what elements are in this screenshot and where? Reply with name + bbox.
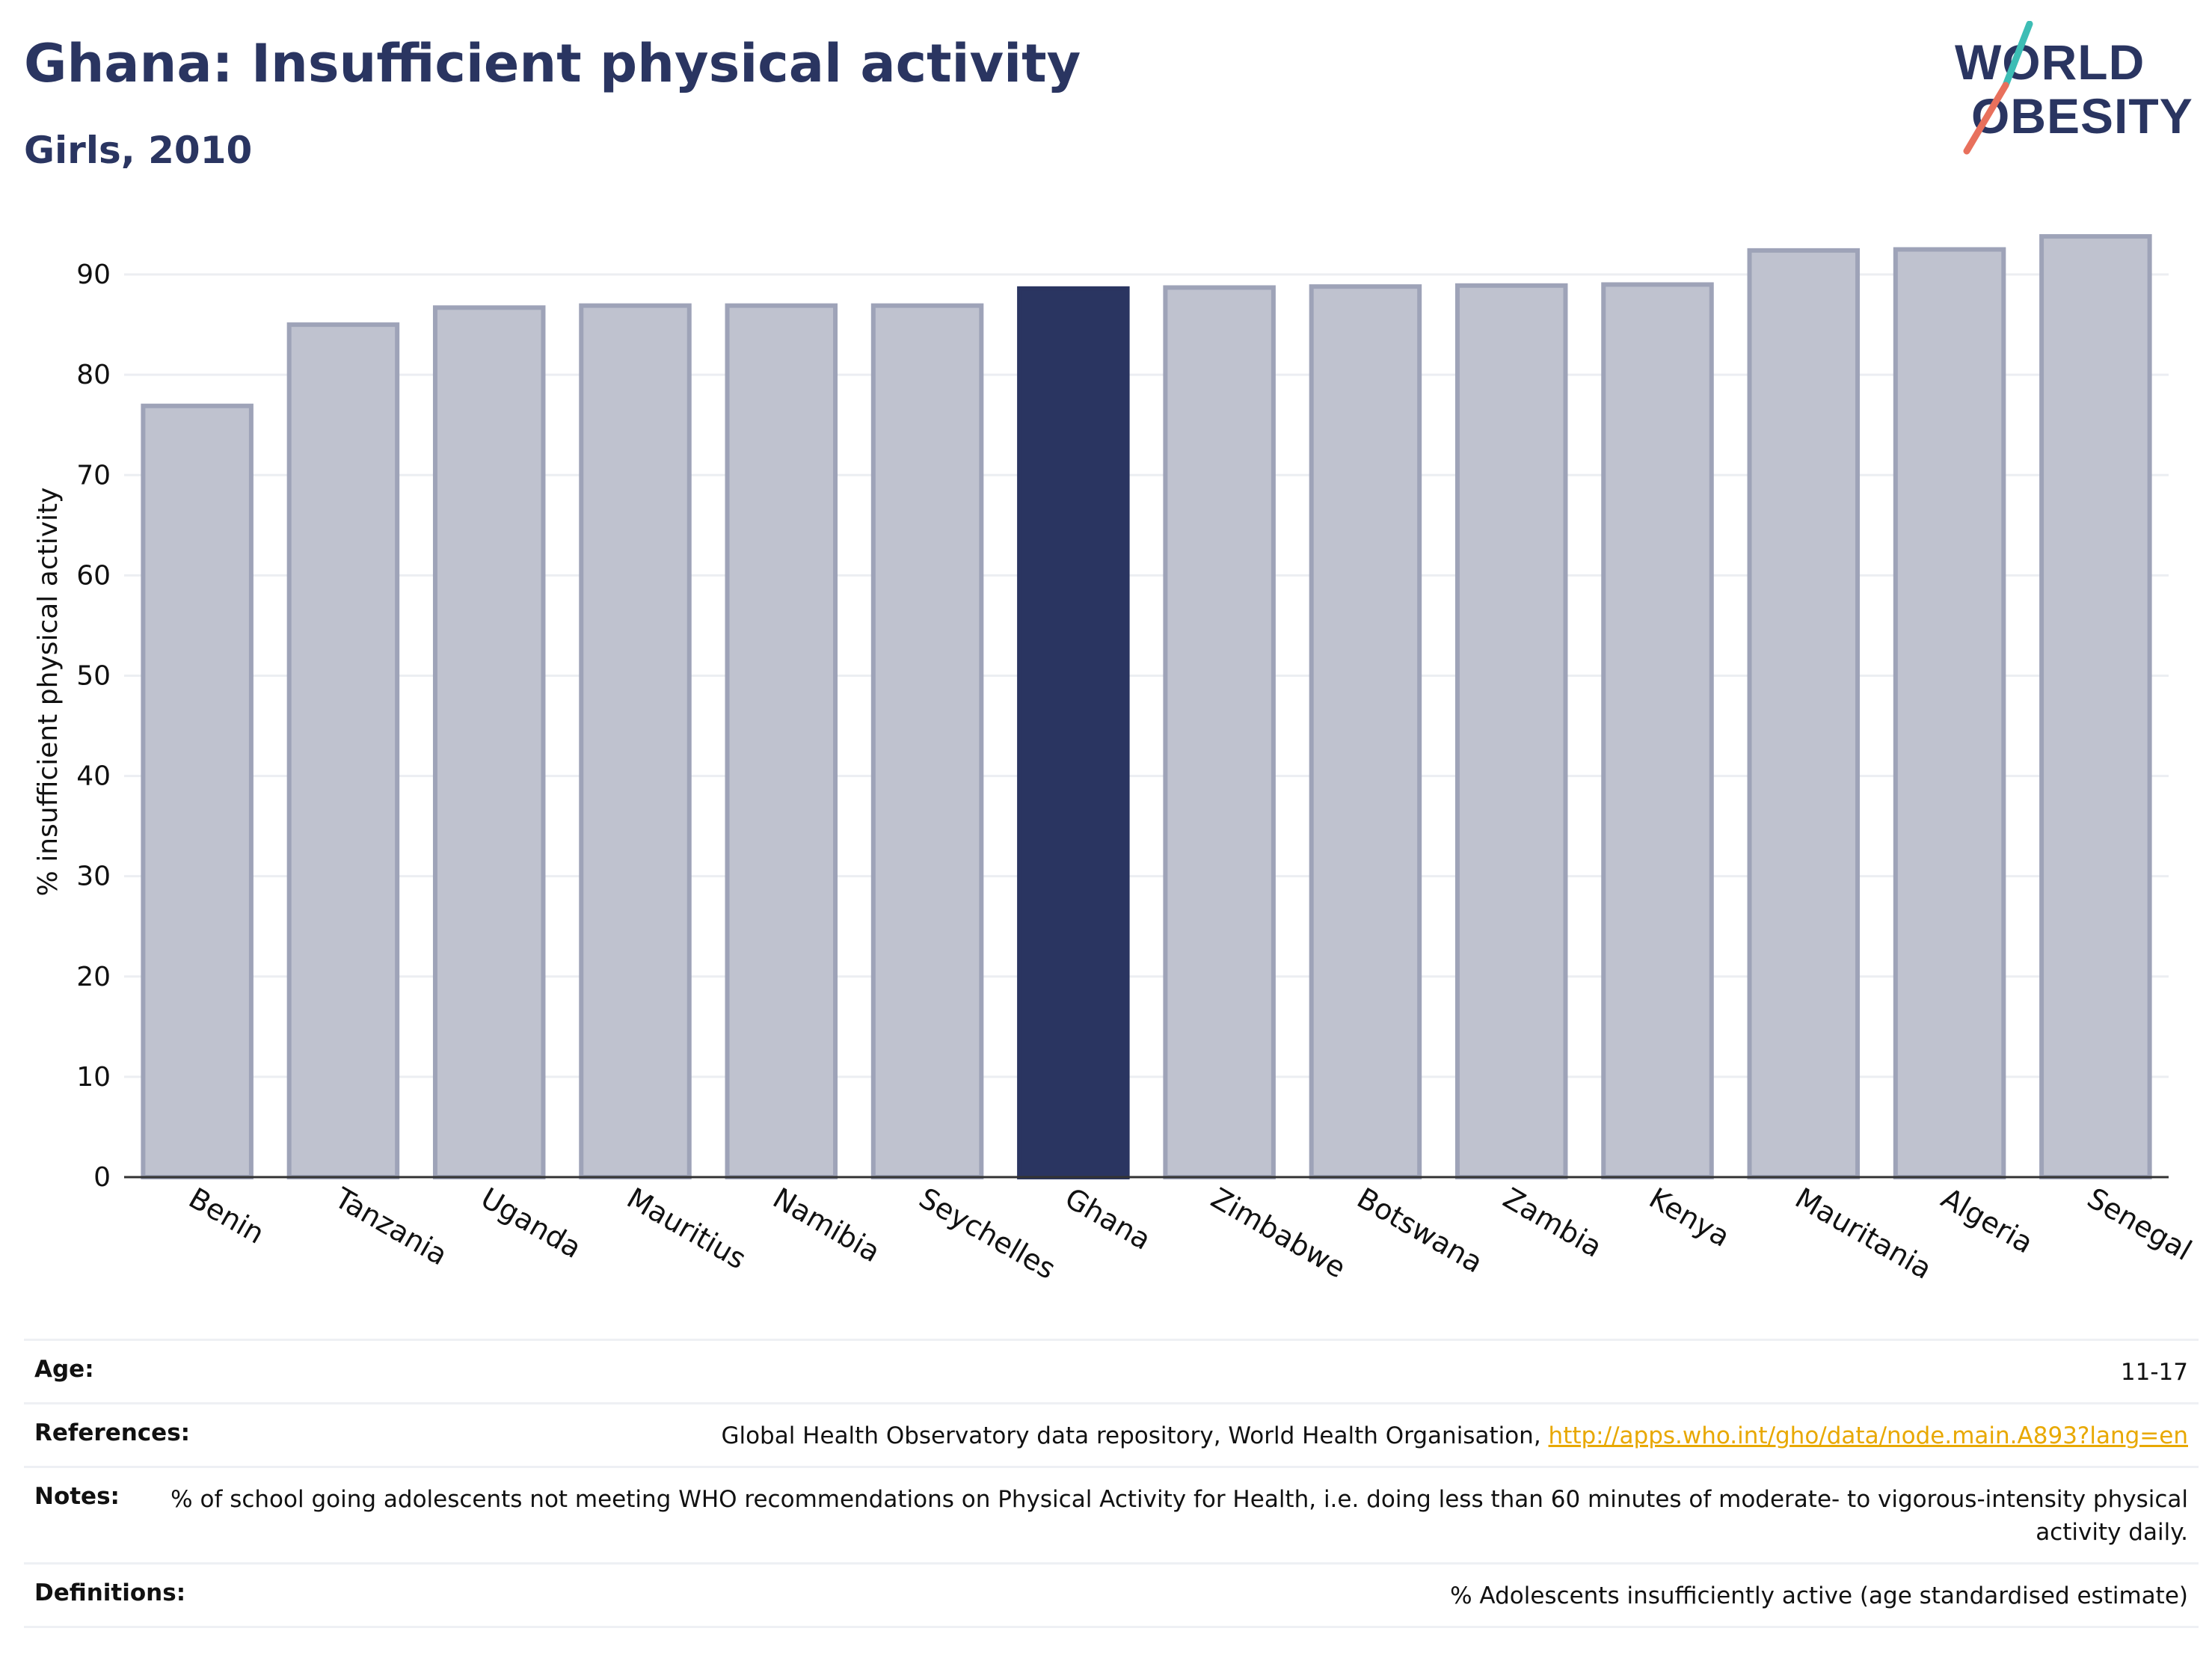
x-tick-label: Senegal <box>2082 1182 2197 1268</box>
references-value: Global Health Observatory data repositor… <box>235 1419 2188 1452</box>
definitions-label: Definitions: <box>34 1579 186 1606</box>
info-row-references: References: Global Health Observatory da… <box>24 1402 2199 1466</box>
logo-slash-coral <box>1963 82 2009 155</box>
x-tick-label: Seychelles <box>914 1182 1061 1286</box>
y-tick-label: 60 <box>76 560 111 591</box>
y-tick-label: 10 <box>76 1062 111 1093</box>
references-label: References: <box>34 1419 191 1446</box>
x-tick-label: Kenya <box>1644 1182 1736 1253</box>
x-tick-label: Benin <box>183 1182 270 1250</box>
notes-value: % of school going adolescents not meetin… <box>170 1486 2188 1546</box>
x-tick-labels: Benin Tanzania Uganda Mauritius Namibia Seych… <box>183 1181 2197 1286</box>
x-tick-label: Algeria <box>1936 1182 2039 1260</box>
notes-label: Notes: <box>34 1483 120 1510</box>
bar-namibia <box>725 303 838 1180</box>
x-tick-label: Namibia <box>767 1182 885 1269</box>
bar-tanzania <box>286 322 400 1180</box>
x-tick-label: Zimbabwe <box>1205 1182 1351 1285</box>
x-tick-label: Uganda <box>476 1182 587 1265</box>
y-tick-label: 70 <box>76 460 111 491</box>
chart-title: Ghana: Insufficient physical activity <box>24 33 1081 94</box>
y-tick-label: 0 <box>93 1162 111 1193</box>
bar-uganda <box>432 305 546 1179</box>
info-row-age: Age: 11-17 <box>24 1339 2199 1402</box>
info-row-definitions: Definitions: % Adolescents insufficientl… <box>24 1562 2199 1628</box>
definitions-value: % Adolescents insufficiently active (age… <box>1450 1582 2188 1609</box>
age-value: 11-17 <box>2120 1359 2188 1386</box>
chart-subtitle: Girls, 2010 <box>24 129 253 172</box>
y-tick-label: 80 <box>76 360 111 390</box>
bar-senegal <box>2039 234 2152 1179</box>
bar-mauritania <box>1747 248 1861 1180</box>
bar-botswana <box>1309 284 1422 1179</box>
y-tick-label: 90 <box>76 260 111 290</box>
bar-benin <box>141 403 254 1180</box>
bar-zambia <box>1454 283 1568 1179</box>
y-tick-label: 50 <box>76 660 111 691</box>
y-tick-label: 30 <box>76 862 111 892</box>
y-tick-labels: 0 10 20 30 40 50 60 70 80 90 <box>76 260 111 1193</box>
x-tick-label: Tanzania <box>329 1181 453 1271</box>
bars <box>141 234 2152 1180</box>
age-label: Age: <box>34 1356 94 1383</box>
x-tick-label: Ghana <box>1060 1182 1157 1256</box>
x-tick-label: Botswana <box>1351 1182 1488 1280</box>
logo-word-obesity: OBESITY <box>1971 88 2193 144</box>
grid-lines <box>124 273 2169 1078</box>
bar-chart: 0 10 20 30 40 50 60 70 80 90 Benin Tanzania Uganda M… <box>33 234 2197 1286</box>
y-tick-label: 40 <box>76 761 111 792</box>
world-obesity-logo: WORLD OBESITY <box>1955 21 2193 155</box>
info-table: Age: 11-17 References: Global Health Obs… <box>24 1339 2199 1628</box>
bar-ghana <box>1017 286 1130 1179</box>
references-link[interactable]: http://apps.who.int/gho/data/node.main.A… <box>1548 1422 2188 1449</box>
references-text: Global Health Observatory data repositor… <box>721 1422 1549 1449</box>
info-row-notes: Notes: % of school going adolescents not… <box>24 1466 2199 1562</box>
bar-kenya <box>1601 282 1714 1180</box>
y-axis-label: % insufficient physical activity <box>33 488 64 897</box>
logo-slash-teal <box>2002 21 2033 89</box>
x-tick-label: Zambia <box>1498 1182 1608 1264</box>
bar-mauritius <box>579 303 692 1180</box>
y-tick-label: 20 <box>76 962 111 992</box>
x-tick-label: Mauritius <box>621 1182 752 1276</box>
logo-word-world: WORLD <box>1955 34 2145 90</box>
bar-zimbabwe <box>1163 285 1276 1179</box>
bar-seychelles <box>870 303 984 1180</box>
bar-algeria <box>1893 247 2006 1179</box>
x-tick-label: Mauritania <box>1789 1182 1937 1286</box>
